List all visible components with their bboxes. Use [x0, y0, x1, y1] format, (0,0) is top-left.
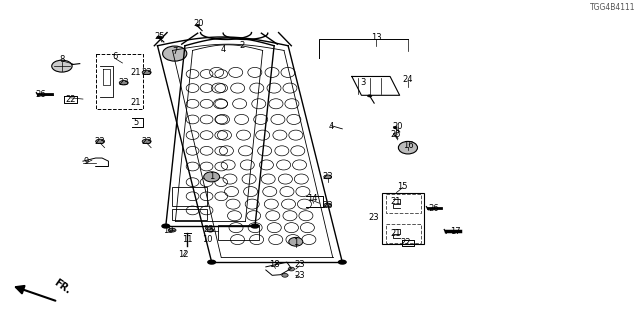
- Circle shape: [208, 260, 216, 264]
- Text: 15: 15: [397, 182, 408, 191]
- Bar: [383, 193, 424, 244]
- Text: 23: 23: [118, 78, 129, 87]
- Text: 22: 22: [65, 95, 76, 104]
- Text: 23: 23: [294, 260, 305, 269]
- Text: 1: 1: [293, 238, 298, 247]
- Text: FR.: FR.: [52, 277, 73, 296]
- Text: 6: 6: [112, 52, 118, 61]
- Text: 13: 13: [371, 33, 381, 43]
- Ellipse shape: [207, 228, 214, 232]
- Text: 21: 21: [390, 197, 401, 206]
- Circle shape: [162, 224, 170, 228]
- Ellipse shape: [168, 228, 176, 232]
- Text: 18: 18: [269, 260, 280, 269]
- Ellipse shape: [324, 175, 332, 179]
- Ellipse shape: [288, 267, 294, 271]
- Ellipse shape: [398, 141, 417, 154]
- Bar: [172, 209, 207, 220]
- Text: 5: 5: [134, 118, 139, 127]
- Text: 21: 21: [390, 229, 401, 238]
- Text: 23: 23: [95, 137, 106, 146]
- Bar: [386, 224, 420, 243]
- Bar: [218, 225, 259, 240]
- Text: 11: 11: [182, 235, 193, 244]
- Ellipse shape: [52, 60, 72, 72]
- Text: 23: 23: [323, 201, 333, 210]
- Text: 14: 14: [307, 194, 317, 203]
- Text: 24: 24: [403, 75, 413, 84]
- Text: 7: 7: [172, 47, 177, 56]
- Text: 22: 22: [401, 238, 412, 247]
- Bar: [172, 187, 207, 206]
- Ellipse shape: [157, 36, 162, 38]
- Ellipse shape: [196, 24, 200, 26]
- Text: 17: 17: [450, 227, 460, 236]
- Ellipse shape: [289, 237, 303, 246]
- Ellipse shape: [119, 81, 128, 85]
- Text: 23: 23: [369, 213, 380, 222]
- Text: 21: 21: [130, 68, 140, 77]
- Ellipse shape: [205, 227, 212, 230]
- Text: 23: 23: [323, 172, 333, 181]
- Text: 23: 23: [294, 271, 305, 280]
- Text: 26: 26: [36, 90, 46, 99]
- Text: 21: 21: [130, 98, 140, 107]
- Ellipse shape: [324, 203, 332, 207]
- Circle shape: [339, 260, 346, 264]
- Text: 25: 25: [390, 130, 401, 139]
- Text: 4: 4: [221, 45, 226, 54]
- Ellipse shape: [394, 126, 397, 128]
- Text: 26: 26: [428, 204, 439, 213]
- Ellipse shape: [142, 70, 151, 75]
- Bar: [386, 194, 420, 213]
- Text: 1: 1: [209, 172, 214, 181]
- Circle shape: [251, 224, 259, 228]
- Ellipse shape: [282, 274, 288, 277]
- Text: 19: 19: [163, 226, 173, 235]
- Ellipse shape: [204, 172, 220, 182]
- Text: 23: 23: [141, 137, 152, 146]
- Ellipse shape: [163, 46, 187, 61]
- Ellipse shape: [96, 139, 104, 144]
- Text: 20: 20: [194, 19, 204, 28]
- Text: 20: 20: [392, 122, 403, 131]
- Text: 9: 9: [83, 157, 89, 166]
- Text: 8: 8: [60, 55, 65, 64]
- Text: 12: 12: [178, 250, 188, 259]
- Ellipse shape: [142, 139, 151, 144]
- Text: 25: 25: [154, 32, 164, 41]
- Ellipse shape: [367, 95, 372, 97]
- Text: 10: 10: [202, 235, 212, 244]
- Text: 23: 23: [203, 225, 214, 234]
- Text: 23: 23: [141, 68, 152, 77]
- Text: TGG4B4111: TGG4B4111: [590, 3, 636, 12]
- Bar: [96, 53, 143, 109]
- Text: 16: 16: [403, 141, 413, 150]
- Ellipse shape: [394, 133, 397, 135]
- Text: 2: 2: [239, 41, 245, 50]
- Text: 3: 3: [361, 78, 366, 87]
- Text: 4: 4: [329, 122, 334, 131]
